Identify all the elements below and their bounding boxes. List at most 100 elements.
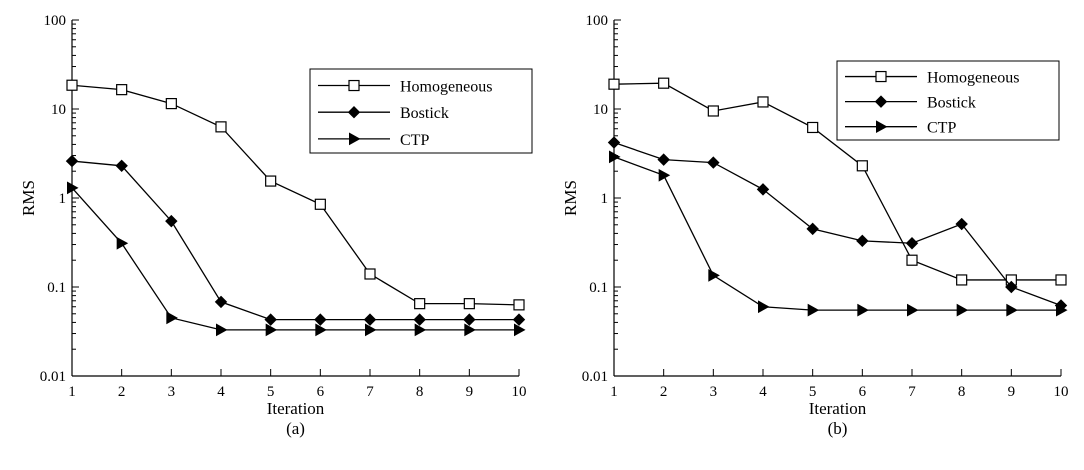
data-point <box>807 303 820 317</box>
data-point <box>463 313 476 326</box>
series-homogeneous <box>66 79 525 311</box>
x-axis-title: Iteration <box>809 399 867 418</box>
legend-item: Homogeneous <box>845 70 1019 87</box>
legend-item: CTP <box>318 132 429 149</box>
y-tick-label: 100 <box>586 13 609 29</box>
data-point <box>265 175 277 187</box>
data-point <box>658 77 670 89</box>
data-point <box>414 323 427 337</box>
legend-marker <box>876 120 888 134</box>
x-tick-label: 7 <box>366 384 374 400</box>
data-point <box>857 303 869 317</box>
legend-item: Bostick <box>318 105 449 122</box>
x-tick-label: 7 <box>908 384 916 400</box>
y-tick-label: 1 <box>59 191 67 207</box>
data-point <box>856 234 869 248</box>
chart-panel-b: 0.01 0.1 1 10 100 1 2 3 4 5 6 7 8 9 10 Iteration(b) RMS H… <box>561 13 1069 438</box>
data-point <box>807 121 819 134</box>
x-tick-label: 2 <box>118 384 126 400</box>
series-homogeneous <box>608 77 1067 286</box>
data-point <box>756 183 770 196</box>
y-tick-label: 0.1 <box>47 280 66 296</box>
legend-item: Homogeneous <box>318 79 492 96</box>
series-line <box>613 156 1061 311</box>
legend-item: Bostick <box>845 95 976 112</box>
data-point <box>707 156 720 169</box>
data-point <box>757 96 769 108</box>
data-point <box>413 313 426 326</box>
data-point <box>907 303 919 317</box>
data-point <box>707 105 719 117</box>
x-tick-label: 10 <box>512 384 527 400</box>
x-tick-label: 8 <box>416 384 424 400</box>
data-point <box>956 274 968 286</box>
y-tick-label: 0.1 <box>589 280 608 296</box>
data-point <box>708 269 720 282</box>
x-tick-label: 5 <box>267 384 275 400</box>
data-point <box>955 217 968 231</box>
x-tick-label: 1 <box>610 384 618 400</box>
x-tick-label: 9 <box>466 384 474 400</box>
data-point <box>215 121 227 133</box>
data-point <box>67 181 79 195</box>
x-tick-label: 3 <box>168 384 176 400</box>
data-point <box>314 198 326 210</box>
x-tick-label: 4 <box>759 384 767 400</box>
data-point <box>1055 274 1067 286</box>
series-line <box>71 187 519 331</box>
data-point <box>514 323 526 337</box>
x-tick-label: 3 <box>710 384 718 400</box>
data-point <box>906 254 918 266</box>
data-point <box>806 222 819 236</box>
y-tick-label: 0.01 <box>40 369 66 385</box>
x-axis-title: Iteration <box>267 399 325 418</box>
y-axis-title: RMS <box>561 180 580 216</box>
y-tick-label: 10 <box>51 102 66 118</box>
legend-item: CTP <box>845 120 956 137</box>
series-ctp <box>609 150 1068 317</box>
series-line <box>613 141 1062 307</box>
data-point <box>165 97 177 110</box>
legend-marker <box>875 70 887 83</box>
panel-label: (b) <box>828 419 848 438</box>
x-tick-label: 2 <box>660 384 668 400</box>
data-point <box>1056 303 1068 317</box>
data-point <box>607 136 621 149</box>
legend-label: CTP <box>927 120 956 137</box>
series-line <box>613 82 1061 281</box>
data-point <box>315 323 327 337</box>
data-point <box>363 313 377 326</box>
y-tick-label: 0.01 <box>582 369 608 385</box>
data-point <box>264 313 277 326</box>
x-tick-label: 6 <box>317 384 325 400</box>
legend-label: CTP <box>400 132 429 149</box>
data-point <box>115 159 128 173</box>
data-point <box>165 214 178 228</box>
series-bostick <box>607 136 1068 312</box>
legend-label: Homogeneous <box>927 70 1019 87</box>
data-point <box>513 299 525 311</box>
legend: Homogeneous Bostick CTP <box>309 68 533 154</box>
data-point <box>116 84 128 96</box>
panel-label: (a) <box>286 419 305 438</box>
legend-marker <box>348 79 360 92</box>
data-point <box>464 323 476 337</box>
data-point <box>66 79 78 91</box>
data-point <box>414 298 426 310</box>
series-bostick <box>65 154 526 326</box>
legend-marker <box>347 105 361 119</box>
data-point <box>65 154 79 168</box>
data-point <box>463 298 475 310</box>
data-point <box>658 168 671 182</box>
data-point <box>956 303 969 317</box>
y-axis-title: RMS <box>19 180 38 216</box>
legend-marker <box>349 132 361 146</box>
chart-panel-a: 0.01 0.1 1 10 100 1 2 3 4 5 6 7 8 9 10 Iteration(a) RMS H… <box>19 13 533 438</box>
data-point <box>314 313 327 326</box>
data-point <box>512 313 526 326</box>
data-point <box>265 323 278 337</box>
data-point <box>856 160 868 172</box>
data-point <box>216 323 228 337</box>
x-tick-label: 4 <box>217 384 225 400</box>
series-line <box>71 160 519 321</box>
